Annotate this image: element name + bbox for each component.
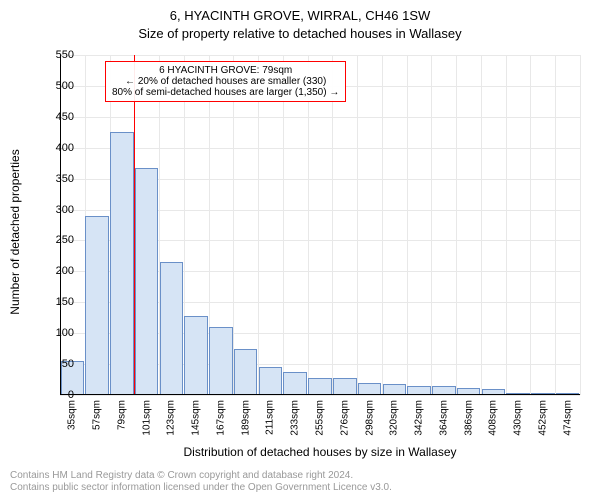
x-tick-label: 255sqm [315, 400, 326, 436]
y-tick-label: 350 [34, 173, 74, 185]
gridline-horizontal [60, 395, 580, 396]
histogram-bar [160, 262, 184, 395]
gridline-vertical [506, 55, 507, 395]
gridline-vertical [580, 55, 581, 395]
x-tick-label: 408sqm [488, 400, 499, 436]
gridline-vertical [233, 55, 234, 395]
histogram-bar [283, 372, 307, 395]
histogram-bar [184, 316, 208, 395]
gridline-vertical [357, 55, 358, 395]
y-tick-label: 550 [34, 49, 74, 61]
x-tick-label: 35sqm [67, 400, 78, 430]
annotation-line3: 80% of semi-detached houses are larger (… [112, 87, 339, 98]
x-tick-label: 233sqm [290, 400, 301, 436]
footer-line1: Contains HM Land Registry data © Crown c… [10, 470, 392, 482]
y-tick-label: 150 [34, 296, 74, 308]
histogram-bar [308, 378, 332, 395]
annotation-line2: ← 20% of detached houses are smaller (33… [112, 76, 339, 87]
y-tick-label: 450 [34, 111, 74, 123]
property-annotation: 6 HYACINTH GROVE: 79sqm ← 20% of detache… [105, 61, 346, 102]
x-tick-label: 57sqm [92, 400, 103, 430]
x-tick-label: 342sqm [414, 400, 425, 436]
x-tick-label: 474sqm [562, 400, 573, 436]
x-tick-label: 189sqm [240, 400, 251, 436]
y-tick-label: 500 [34, 80, 74, 92]
y-axis [60, 55, 61, 395]
x-axis [60, 394, 580, 395]
x-tick-label: 167sqm [215, 400, 226, 436]
y-tick-label: 250 [34, 234, 74, 246]
page-title: 6, HYACINTH GROVE, WIRRAL, CH46 1SW [0, 8, 600, 23]
gridline-vertical [382, 55, 383, 395]
footer-line2: Contains public sector information licen… [10, 482, 392, 494]
x-tick-label: 298sqm [364, 400, 375, 436]
y-tick-label: 400 [34, 142, 74, 154]
x-tick-label: 430sqm [513, 400, 524, 436]
gridline-vertical [530, 55, 531, 395]
histogram-bar [85, 216, 109, 395]
gridline-horizontal [60, 148, 580, 149]
y-tick-label: 50 [34, 358, 74, 370]
gridline-vertical [283, 55, 284, 395]
gridline-vertical [258, 55, 259, 395]
y-tick-label: 200 [34, 265, 74, 277]
y-axis-label: Number of detached properties [8, 42, 22, 422]
gridline-vertical [308, 55, 309, 395]
x-tick-label: 101sqm [141, 400, 152, 436]
x-tick-label: 320sqm [389, 400, 400, 436]
gridline-vertical [481, 55, 482, 395]
x-tick-label: 211sqm [265, 400, 276, 435]
gridline-vertical [456, 55, 457, 395]
histogram-chart [60, 55, 580, 395]
plot-area [60, 55, 580, 395]
x-axis-label: Distribution of detached houses by size … [60, 445, 580, 459]
page-subtitle: Size of property relative to detached ho… [0, 26, 600, 41]
histogram-bar [135, 168, 159, 395]
gridline-vertical [332, 55, 333, 395]
x-tick-label: 123sqm [166, 400, 177, 436]
x-tick-label: 364sqm [438, 400, 449, 436]
x-tick-label: 386sqm [463, 400, 474, 436]
footer-attribution: Contains HM Land Registry data © Crown c… [10, 470, 392, 494]
property-marker-line [134, 55, 135, 395]
y-tick-label: 300 [34, 204, 74, 216]
histogram-bar [110, 132, 134, 395]
gridline-vertical [555, 55, 556, 395]
x-tick-label: 79sqm [116, 400, 127, 430]
x-tick-label: 145sqm [191, 400, 202, 436]
gridline-horizontal [60, 55, 580, 56]
annotation-line1: 6 HYACINTH GROVE: 79sqm [112, 65, 339, 76]
gridline-vertical [407, 55, 408, 395]
histogram-bar [333, 378, 357, 395]
x-tick-label: 276sqm [339, 400, 350, 436]
y-tick-label: 100 [34, 327, 74, 339]
x-tick-label: 452sqm [537, 400, 548, 436]
gridline-horizontal [60, 117, 580, 118]
histogram-bar [234, 349, 258, 395]
gridline-vertical [431, 55, 432, 395]
histogram-bar [209, 327, 233, 395]
histogram-bar [259, 367, 283, 395]
